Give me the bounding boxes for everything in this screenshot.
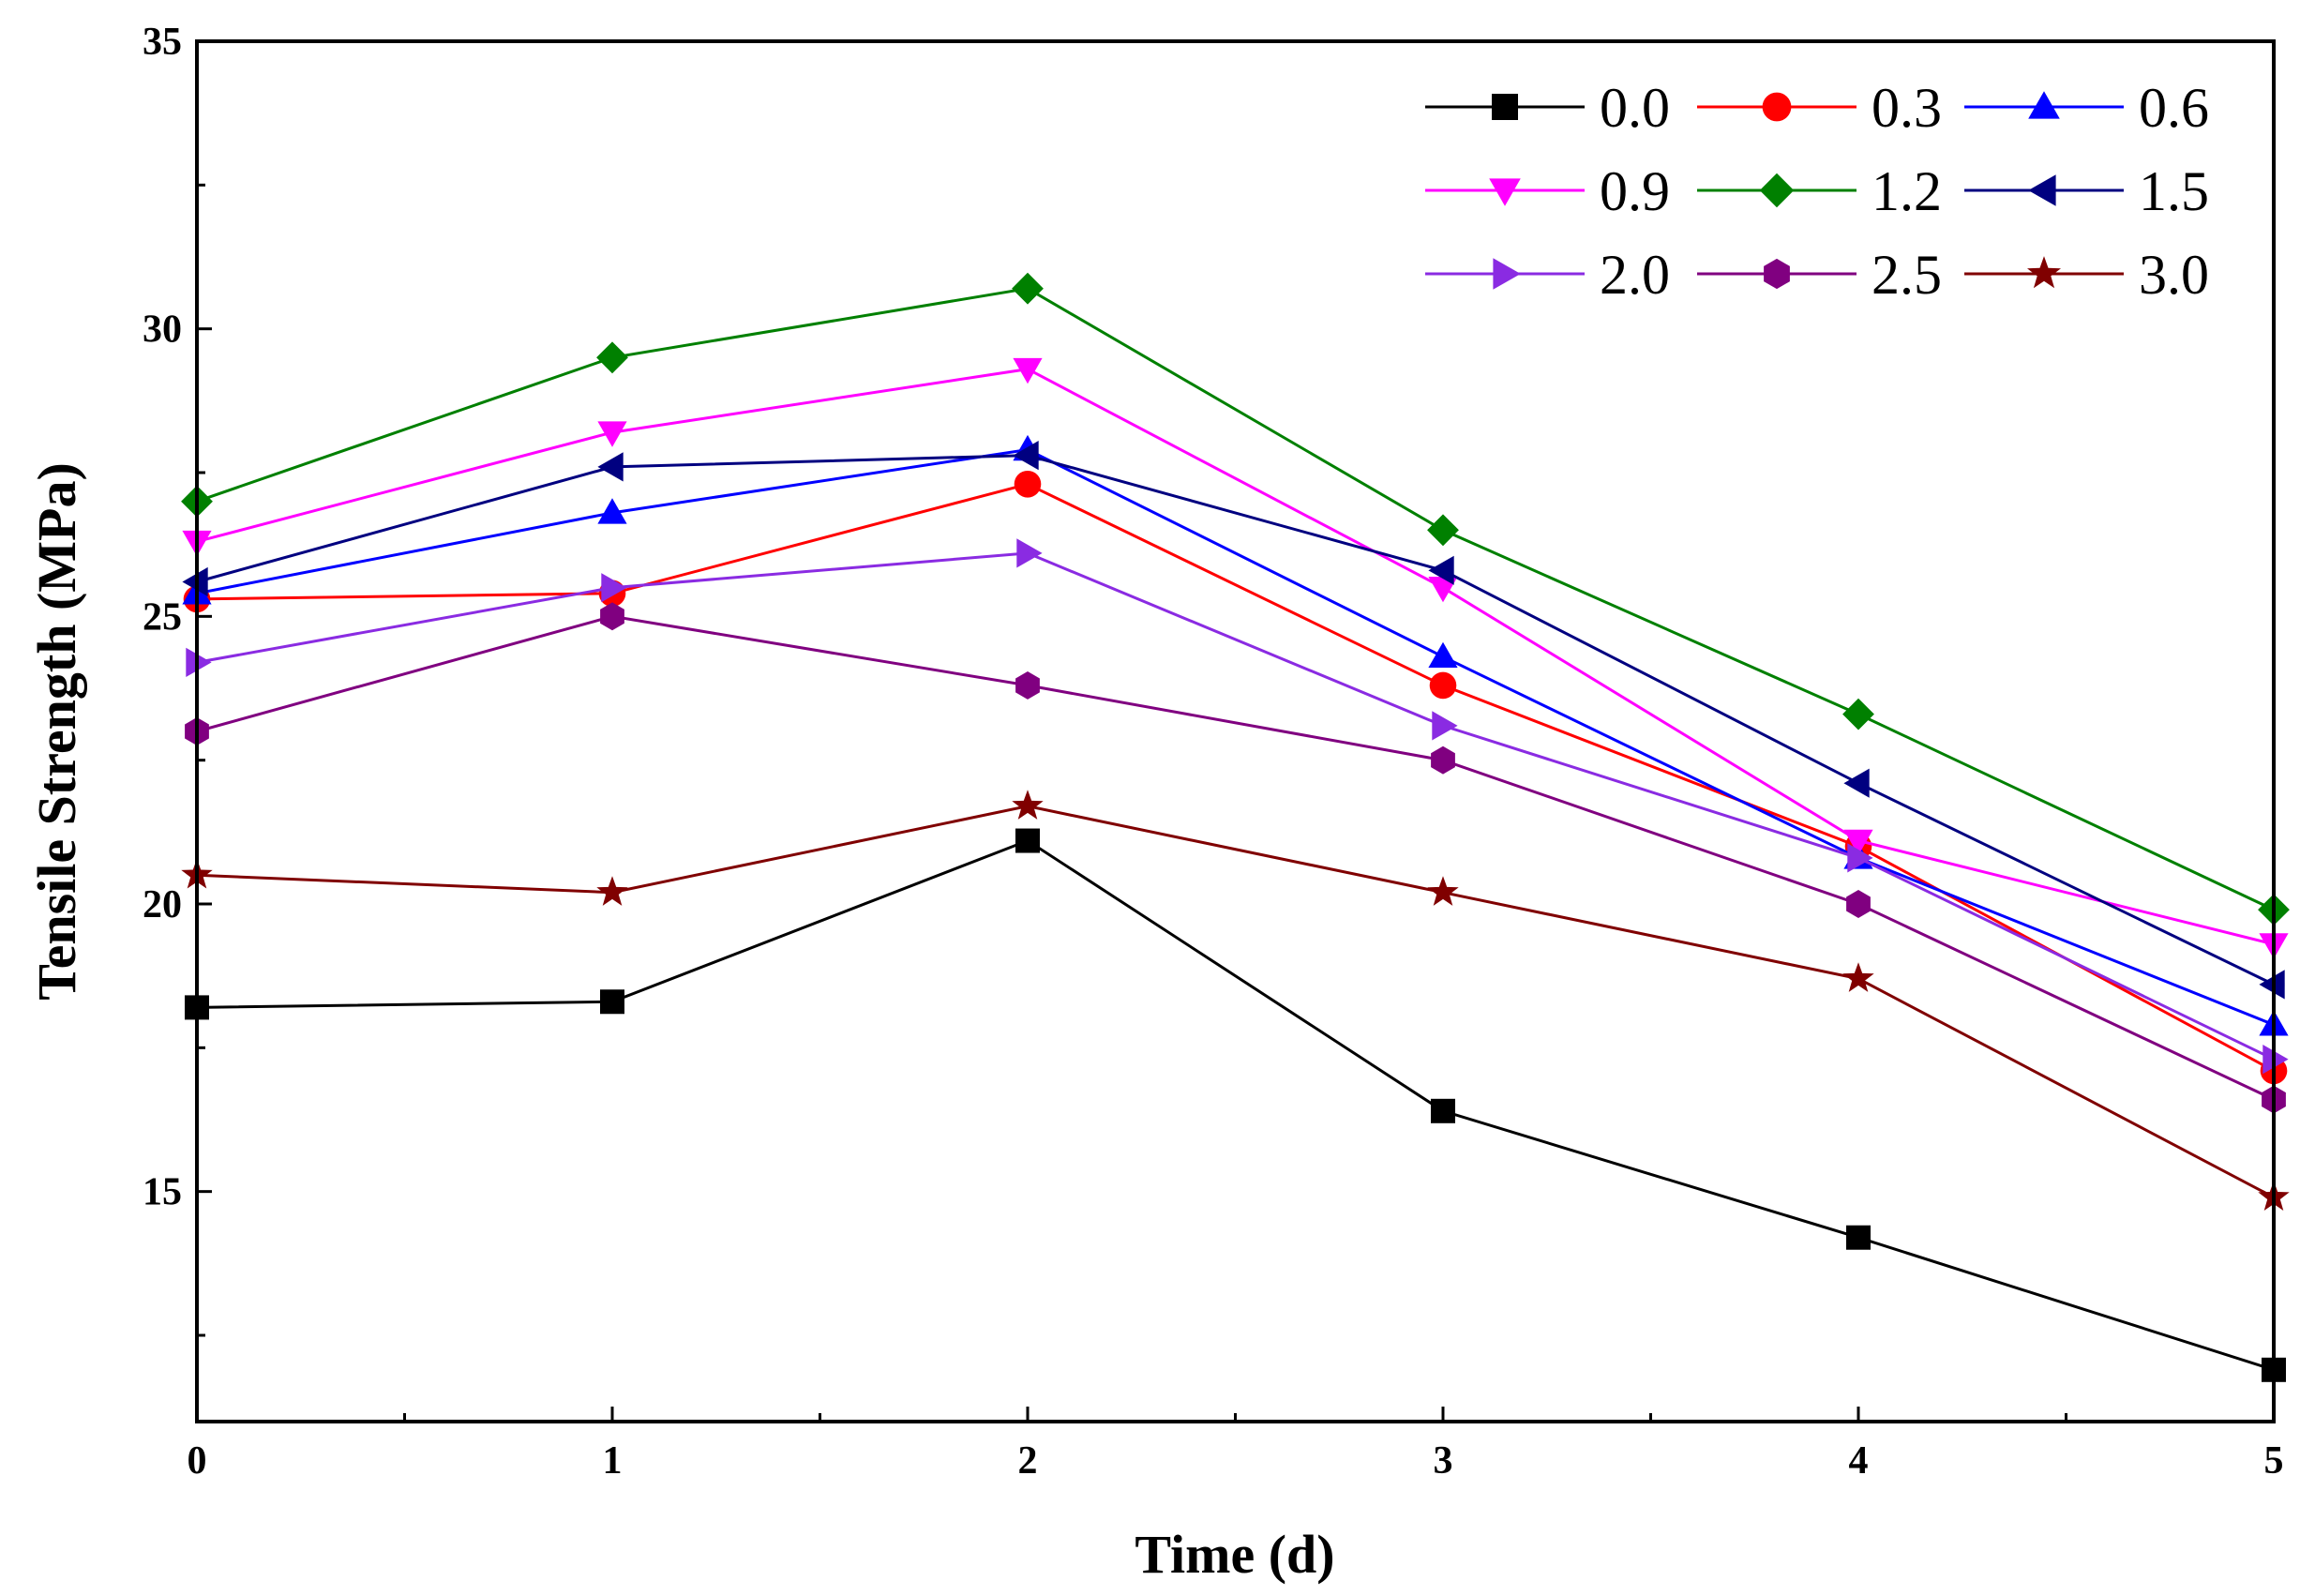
legend-entry-1-5: 1.5 — [1964, 160, 2209, 222]
legend-marker-0-9 — [1489, 178, 1521, 206]
series-0-3 — [183, 470, 2288, 1085]
data-point-0-9-4 — [1843, 829, 1873, 856]
data-point-1-5-4 — [1843, 768, 1870, 798]
legend-marker-0-6 — [2028, 91, 2060, 119]
series-line-0-3 — [196, 482, 2275, 1073]
series-1-2 — [181, 272, 2290, 926]
data-point-1-2-3 — [1427, 514, 1459, 547]
data-point-3-0-3 — [1427, 876, 1459, 906]
data-point-2-5-1 — [600, 602, 624, 631]
legend-label-0-9: 0.9 — [1600, 160, 1670, 222]
data-point-3-0-2 — [1012, 790, 1044, 820]
series-line-0-0 — [196, 838, 2275, 1372]
data-point-1-5-3 — [1428, 555, 1454, 585]
data-point-1-2-4 — [1842, 698, 1874, 730]
legend-entry-0-9: 0.9 — [1425, 160, 1670, 222]
y-tick-label: 30 — [143, 309, 182, 352]
data-point-2-0-1 — [601, 573, 627, 603]
legend-label-1-5: 1.5 — [2139, 160, 2209, 222]
series-0-9 — [182, 357, 2289, 959]
series-0-6 — [182, 434, 2289, 1036]
legend-marker-0-3 — [1762, 92, 1792, 122]
data-point-2-5-4 — [1846, 890, 1871, 918]
y-tick-label: 15 — [143, 1171, 182, 1214]
legend-label-3-0: 3.0 — [2139, 244, 2209, 306]
series-line-1-2 — [196, 287, 2275, 911]
data-point-2-5-3 — [1431, 745, 1455, 775]
x-tick-label: 5 — [2264, 1439, 2284, 1483]
legend-label-0-3: 0.3 — [1872, 77, 1942, 139]
y-tick-label: 25 — [143, 595, 182, 639]
x-tick-label: 1 — [603, 1439, 623, 1483]
data-point-0-0-4 — [1846, 1225, 1871, 1250]
legend-label-0-0: 0.0 — [1600, 77, 1670, 139]
legend-entry-1-2: 1.2 — [1697, 160, 1942, 222]
legend-marker-2-0 — [1493, 258, 1521, 290]
legend-marker-3-0 — [2027, 256, 2061, 289]
series-1-5 — [182, 441, 2285, 1000]
series-line-3-0 — [196, 805, 2275, 1199]
series-layer — [181, 272, 2290, 1382]
data-point-2-0-4 — [1847, 843, 1873, 873]
data-point-0-9-3 — [1428, 577, 1458, 603]
x-tick-label: 2 — [1018, 1439, 1038, 1483]
data-point-2-0-2 — [1016, 538, 1043, 568]
series-line-1-5 — [196, 454, 2275, 986]
legend-label-1-2: 1.2 — [1872, 160, 1942, 222]
legend-entry-3-0: 3.0 — [1964, 244, 2209, 306]
x-tick-label: 4 — [1849, 1439, 1869, 1483]
y-axis-title: Tensile Strength (MPa) — [26, 462, 87, 1001]
data-point-1-5-1 — [597, 452, 624, 482]
data-point-0-3-3 — [1429, 671, 1457, 700]
data-point-0-0-3 — [1431, 1098, 1455, 1123]
series-line-2-5 — [196, 614, 2275, 1101]
legend-entry-2-0: 2.0 — [1425, 244, 1670, 306]
legend-marker-1-2 — [1759, 173, 1795, 208]
data-point-0-6-3 — [1428, 641, 1458, 668]
data-point-0-9-2 — [1013, 357, 1043, 384]
x-tick-label: 3 — [1434, 1439, 1453, 1483]
data-point-1-2-1 — [596, 341, 628, 374]
data-point-0-0-1 — [600, 989, 624, 1015]
data-point-1-2-2 — [1012, 272, 1044, 305]
data-point-3-0-4 — [1842, 962, 1874, 992]
legend-marker-2-5 — [1764, 258, 1790, 290]
data-point-0-3-2 — [1014, 470, 1042, 498]
data-point-2-0-3 — [1432, 711, 1458, 741]
data-point-2-5-2 — [1015, 671, 1040, 700]
x-tick-label: 0 — [188, 1439, 207, 1483]
series-line-0-9 — [196, 368, 2275, 946]
series-2-0 — [186, 538, 2289, 1075]
axis-layer: 0 1 2 3 4 5 15 20 25 30 35 — [143, 21, 2284, 1483]
data-point-0-9-1 — [597, 421, 627, 447]
plot-frame — [195, 39, 2276, 1423]
legend-label-0-6: 0.6 — [2139, 77, 2209, 139]
legend-label-2-0: 2.0 — [1600, 244, 1670, 306]
legend: 0.0 0.3 0.6 0.9 1.2 1.5 2.0 2.5 3.0 — [1425, 77, 2209, 306]
legend-marker-1-5 — [2028, 174, 2056, 206]
series-line-0-6 — [196, 447, 2275, 1027]
data-point-0-6-1 — [597, 498, 627, 524]
series-line-2-0 — [196, 551, 2275, 1061]
y-tick-label: 20 — [143, 883, 182, 926]
x-axis-title: Time (d) — [1135, 1524, 1334, 1585]
y-tick-label: 35 — [143, 21, 182, 64]
series-3-0 — [181, 790, 2290, 1211]
legend-label-2-5: 2.5 — [1872, 244, 1942, 306]
data-point-1-5-2 — [1013, 441, 1039, 471]
data-point-3-0-1 — [596, 876, 628, 906]
legend-marker-0-0 — [1492, 94, 1518, 120]
legend-entry-2-5: 2.5 — [1697, 244, 1942, 306]
legend-entry-0-6: 0.6 — [1964, 77, 2209, 139]
legend-entry-0-0: 0.0 — [1425, 77, 1670, 139]
legend-entry-0-3: 0.3 — [1697, 77, 1942, 139]
data-point-0-0-2 — [1015, 828, 1040, 853]
